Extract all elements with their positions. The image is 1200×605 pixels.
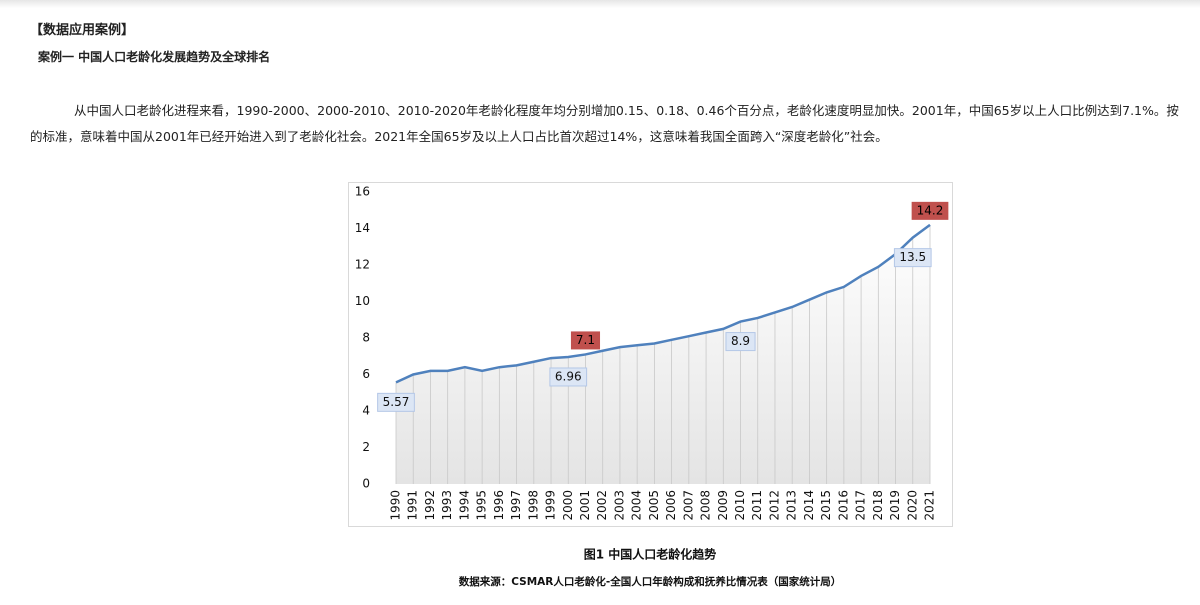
x-tick-label: 1993	[440, 490, 454, 521]
x-tick-label: 2009	[716, 490, 730, 521]
x-tick-label: 2003	[612, 490, 626, 521]
data-label: 6.96	[555, 369, 582, 383]
x-tick-label: 2007	[681, 490, 695, 521]
data-label-box	[911, 201, 949, 220]
y-tick-label: 4	[362, 404, 370, 418]
x-tick-label: 2004	[630, 490, 644, 521]
x-tick-label: 2002	[595, 490, 609, 521]
x-tick-label: 2008	[699, 490, 713, 521]
data-label: 5.57	[383, 395, 410, 409]
y-tick-label: 14	[355, 221, 370, 235]
figure-caption: 图1 中国人口老龄化趋势	[584, 547, 717, 562]
y-tick-label: 16	[355, 185, 370, 199]
top-shadow	[0, 0, 1200, 8]
x-tick-label: 2014	[802, 490, 816, 521]
x-tick-label: 2013	[785, 490, 799, 521]
x-tick-label: 1996	[492, 490, 506, 521]
data-label: 7.1	[576, 333, 595, 347]
x-tick-label: 2010	[733, 490, 747, 521]
x-tick-label: 2006	[664, 490, 678, 521]
x-tick-label: 2019	[888, 490, 902, 521]
data-label: 14.2	[917, 203, 944, 217]
paragraph-line: 从中国人口老龄化进程来看，1990-2000、2000-2010、2010-20…	[74, 103, 1179, 118]
data-label: 8.9	[731, 334, 750, 348]
x-tick-label: 2017	[854, 490, 868, 521]
data-label-box	[549, 367, 588, 387]
x-tick-label: 2015	[819, 490, 833, 521]
data-label-box	[725, 332, 756, 352]
x-tick-label: 1997	[509, 490, 523, 521]
x-tick-label: 2000	[561, 490, 575, 521]
paragraph-line: 的标准，意味着中国从2001年已经开始进入到了老龄化社会。2021年全国65岁及…	[30, 129, 888, 144]
x-tick-label: 1994	[457, 490, 471, 521]
x-tick-label: 2018	[871, 490, 885, 521]
y-tick-label: 2	[362, 440, 370, 454]
data-label-box	[570, 331, 601, 350]
x-tick-label: 1999	[544, 490, 558, 521]
x-tick-label: 2011	[750, 490, 764, 521]
x-tick-label: 2012	[767, 490, 781, 521]
data-label-box	[377, 392, 415, 412]
x-tick-label: 2001	[578, 490, 592, 521]
case-title: 案例一 中国人口老龄化发展趋势及全球排名	[38, 50, 271, 64]
x-tick-label: 2016	[836, 490, 850, 521]
x-tick-label: 1995	[475, 490, 489, 521]
line	[395, 223, 931, 384]
x-tick-label: 1991	[406, 490, 420, 521]
figure-source: 数据来源：CSMAR人口老龄化-全国人口年龄构成和抚养比情况表（国家统计局）	[458, 575, 841, 588]
data-label-box	[893, 248, 932, 268]
x-tick-label: 2005	[647, 490, 661, 521]
x-tick-label: 1992	[423, 490, 437, 521]
x-tick-label: 1998	[526, 490, 540, 521]
x-tick-label: 2021	[923, 490, 937, 521]
y-tick-label: 0	[362, 477, 370, 491]
section-title: 【数据应用案例】	[30, 23, 135, 38]
x-tick-label: 2020	[905, 490, 919, 521]
data-label: 13.5	[899, 250, 926, 264]
y-tick-label: 10	[355, 294, 370, 308]
x-tick-label: 1990	[389, 490, 403, 521]
y-tick-label: 12	[355, 258, 370, 272]
area	[396, 224, 930, 484]
y-tick-label: 8	[362, 331, 370, 345]
y-tick-label: 6	[362, 367, 370, 381]
